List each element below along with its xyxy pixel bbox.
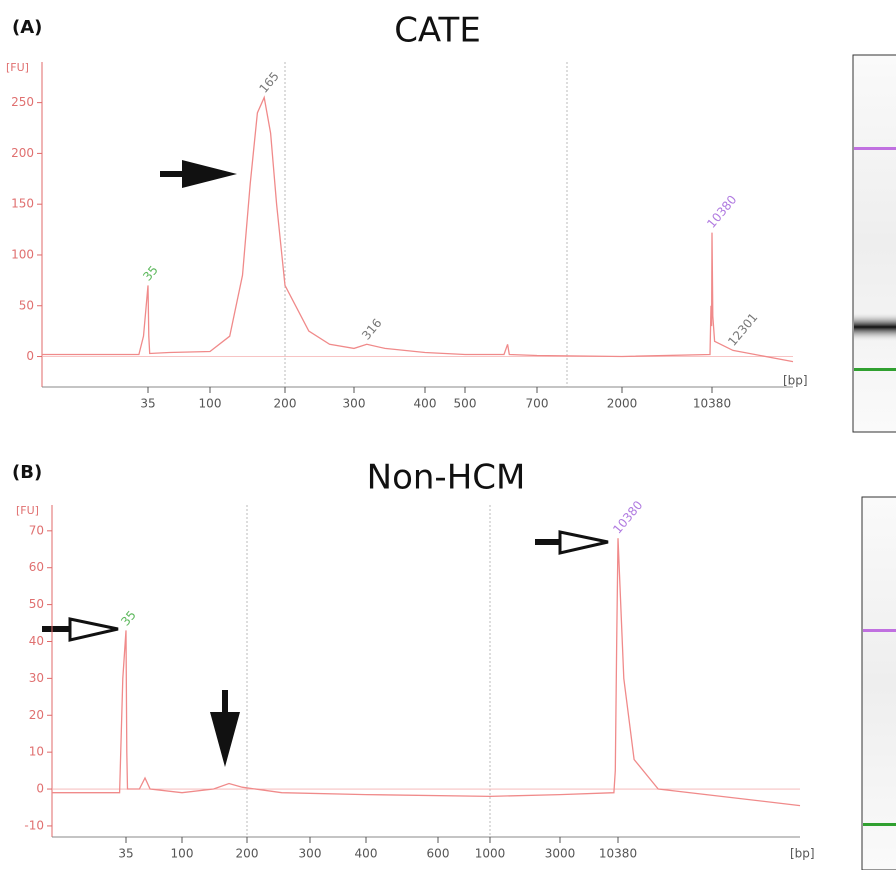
x-tick-label: 10380 xyxy=(693,397,731,411)
y-axis-label: [FU] xyxy=(6,61,29,74)
x-tick-label: 400 xyxy=(414,397,437,411)
x-tick-label: 100 xyxy=(199,397,222,411)
x-axis-label: [bp] xyxy=(783,374,808,388)
trace xyxy=(52,538,800,805)
x-tick-label: 1000 xyxy=(475,847,506,861)
y-tick-label: 10 xyxy=(29,745,44,759)
x-tick-label: 100 xyxy=(171,847,194,861)
chart-title: CATE xyxy=(394,11,481,51)
peak-label: 35 xyxy=(118,608,139,629)
y-tick-label: 70 xyxy=(29,523,44,537)
peak-label: 35 xyxy=(140,263,161,284)
down-arrow xyxy=(210,690,240,767)
peak-label: 10380 xyxy=(610,498,645,536)
panel-label: (A) xyxy=(12,17,42,38)
y-tick-label: 100 xyxy=(11,247,34,261)
chart-title: Non-HCM xyxy=(367,458,526,498)
y-tick-label: 20 xyxy=(29,708,44,722)
x-tick-label: 600 xyxy=(427,847,450,861)
x-tick-label: 300 xyxy=(299,847,322,861)
y-axis-label: [FU] xyxy=(16,504,39,517)
y-tick-label: 250 xyxy=(11,95,34,109)
trace xyxy=(42,98,793,362)
y-tick-label: 30 xyxy=(29,671,44,685)
y-tick-label: 0 xyxy=(26,349,34,363)
x-tick-label: 400 xyxy=(355,847,378,861)
arrow xyxy=(160,160,237,188)
x-tick-label: 200 xyxy=(236,847,259,861)
x-tick-label: 35 xyxy=(140,397,155,411)
x-axis-label: [bp] xyxy=(790,847,815,861)
x-tick-label: 10380 xyxy=(599,847,637,861)
gel-b xyxy=(862,497,896,870)
x-tick-label: 500 xyxy=(454,397,477,411)
figure: (A)CATE[FU][bp]0501001502002503510020030… xyxy=(0,0,896,870)
peak-label: 165 xyxy=(256,69,281,96)
y-tick-label: 40 xyxy=(29,634,44,648)
x-tick-label: 3000 xyxy=(545,847,576,861)
panel-label: (B) xyxy=(12,462,42,483)
x-tick-label: 300 xyxy=(343,397,366,411)
y-tick-label: 0 xyxy=(36,782,44,796)
x-tick-label: 2000 xyxy=(607,397,638,411)
y-tick-label: -10 xyxy=(24,818,44,832)
y-tick-label: 60 xyxy=(29,560,44,574)
gel-a xyxy=(853,55,896,432)
y-tick-label: 150 xyxy=(11,197,34,211)
peak-label: 12301 xyxy=(725,310,760,348)
x-tick-label: 200 xyxy=(274,397,297,411)
x-tick-label: 35 xyxy=(118,847,133,861)
y-tick-label: 200 xyxy=(11,146,34,160)
y-tick-label: 50 xyxy=(29,597,44,611)
x-tick-label: 700 xyxy=(526,397,549,411)
peak-label: 316 xyxy=(359,316,384,343)
peak-label: 10380 xyxy=(704,193,739,231)
y-tick-label: 50 xyxy=(19,298,34,312)
